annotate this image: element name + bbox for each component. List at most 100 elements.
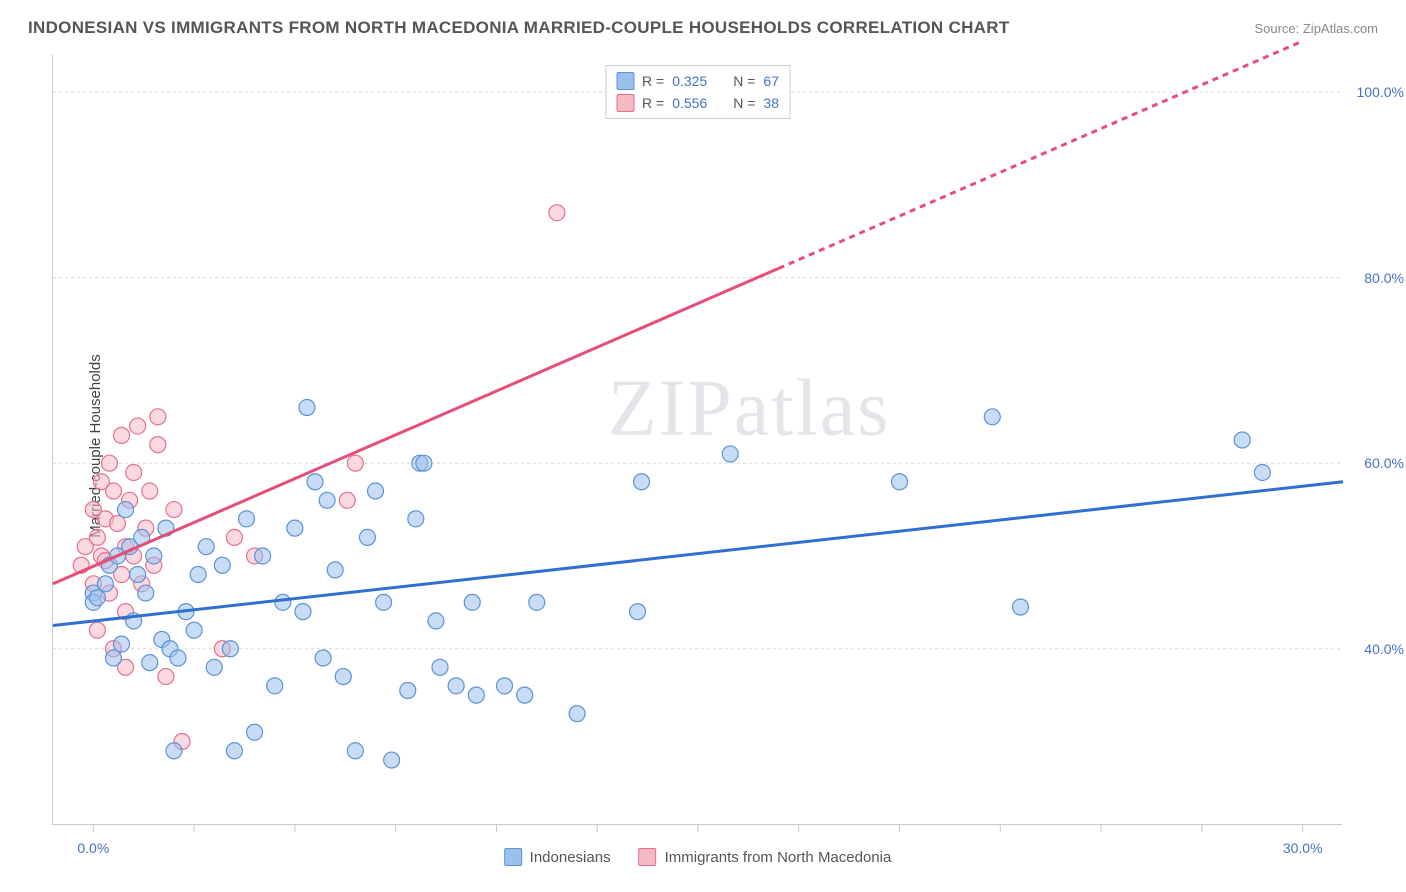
legend-n-label: N = bbox=[733, 95, 755, 111]
scatter-point-a bbox=[142, 655, 158, 671]
scatter-point-a bbox=[299, 400, 315, 416]
scatter-point-a bbox=[247, 724, 263, 740]
scatter-point-a bbox=[327, 562, 343, 578]
scatter-point-a bbox=[239, 511, 255, 527]
scatter-point-a bbox=[335, 669, 351, 685]
scatter-point-a bbox=[359, 529, 375, 545]
scatter-point-b bbox=[150, 437, 166, 453]
trendline-b-dash bbox=[779, 41, 1303, 268]
scatter-point-b bbox=[89, 529, 105, 545]
scatter-point-b bbox=[150, 409, 166, 425]
scatter-point-a bbox=[634, 474, 650, 490]
scatter-point-a bbox=[368, 483, 384, 499]
scatter-point-a bbox=[186, 622, 202, 638]
scatter-point-a bbox=[222, 641, 238, 657]
trendline-b-solid bbox=[53, 268, 779, 583]
scatter-point-a bbox=[517, 687, 533, 703]
legend-correlation: R = 0.325 N = 67 R = 0.556 N = 38 bbox=[605, 65, 790, 119]
y-tick-label: 40.0% bbox=[1364, 641, 1404, 657]
scatter-point-a bbox=[130, 567, 146, 583]
y-tick-label: 100.0% bbox=[1357, 84, 1404, 100]
legend-r-a: 0.325 bbox=[672, 73, 707, 89]
scatter-point-b bbox=[226, 529, 242, 545]
legend-swatch-a bbox=[616, 72, 634, 90]
scatter-point-a bbox=[190, 567, 206, 583]
scatter-point-a bbox=[105, 650, 121, 666]
scatter-point-a bbox=[287, 520, 303, 536]
scatter-point-a bbox=[275, 594, 291, 610]
scatter-point-a bbox=[198, 539, 214, 555]
legend-swatch-b bbox=[616, 94, 634, 112]
scatter-point-a bbox=[307, 474, 323, 490]
scatter-point-a bbox=[214, 557, 230, 573]
scatter-point-a bbox=[166, 743, 182, 759]
scatter-point-a bbox=[114, 636, 130, 652]
x-tick-label: 30.0% bbox=[1283, 840, 1323, 856]
scatter-point-a bbox=[529, 594, 545, 610]
legend-n-a: 67 bbox=[763, 73, 779, 89]
legend-n-b: 38 bbox=[763, 95, 779, 111]
chart-area: ZIPatlas R = 0.325 N = 67 R = 0.556 N = … bbox=[52, 55, 1382, 825]
legend-item-b: Immigrants from North Macedonia bbox=[639, 848, 892, 866]
legend-swatch-b2 bbox=[639, 848, 657, 866]
scatter-point-a bbox=[206, 659, 222, 675]
scatter-point-b bbox=[126, 464, 142, 480]
scatter-point-a bbox=[146, 548, 162, 564]
plot-region: ZIPatlas R = 0.325 N = 67 R = 0.556 N = … bbox=[52, 55, 1342, 825]
scatter-point-a bbox=[448, 678, 464, 694]
scatter-point-a bbox=[267, 678, 283, 694]
scatter-point-a bbox=[892, 474, 908, 490]
scatter-point-a bbox=[569, 706, 585, 722]
scatter-point-b bbox=[166, 502, 182, 518]
scatter-point-a bbox=[138, 585, 154, 601]
legend-row-a: R = 0.325 N = 67 bbox=[616, 70, 779, 92]
scatter-point-a bbox=[1013, 599, 1029, 615]
scatter-point-a bbox=[118, 502, 134, 518]
legend-item-a: Indonesians bbox=[504, 848, 611, 866]
legend-row-b: R = 0.556 N = 38 bbox=[616, 92, 779, 114]
scatter-point-a bbox=[468, 687, 484, 703]
scatter-point-b bbox=[110, 515, 126, 531]
scatter-point-a bbox=[497, 678, 513, 694]
scatter-point-a bbox=[432, 659, 448, 675]
scatter-point-a bbox=[295, 604, 311, 620]
scatter-point-a bbox=[384, 752, 400, 768]
scatter-point-a bbox=[722, 446, 738, 462]
scatter-point-a bbox=[315, 650, 331, 666]
legend-series: Indonesians Immigrants from North Macedo… bbox=[504, 848, 892, 866]
scatter-point-a bbox=[170, 650, 186, 666]
legend-n-label: N = bbox=[733, 73, 755, 89]
scatter-point-a bbox=[226, 743, 242, 759]
legend-r-label: R = bbox=[642, 95, 664, 111]
scatter-point-a bbox=[428, 613, 444, 629]
scatter-point-a bbox=[97, 576, 113, 592]
scatter-point-a bbox=[319, 492, 335, 508]
scatter-point-b bbox=[339, 492, 355, 508]
scatter-point-a bbox=[376, 594, 392, 610]
scatter-point-a bbox=[416, 455, 432, 471]
source-label: Source: ZipAtlas.com bbox=[1254, 21, 1378, 36]
scatter-point-b bbox=[347, 455, 363, 471]
legend-swatch-a2 bbox=[504, 848, 522, 866]
scatter-point-b bbox=[101, 455, 117, 471]
scatter-point-a bbox=[630, 604, 646, 620]
scatter-point-a bbox=[347, 743, 363, 759]
legend-label-b: Immigrants from North Macedonia bbox=[665, 849, 892, 866]
scatter-point-b bbox=[105, 483, 121, 499]
scatter-point-a bbox=[89, 590, 105, 606]
scatter-point-a bbox=[1234, 432, 1250, 448]
scatter-point-b bbox=[89, 622, 105, 638]
scatter-point-b bbox=[158, 669, 174, 685]
chart-title: INDONESIAN VS IMMIGRANTS FROM NORTH MACE… bbox=[28, 18, 1010, 38]
scatter-point-b bbox=[549, 205, 565, 221]
scatter-point-a bbox=[400, 682, 416, 698]
scatter-point-a bbox=[408, 511, 424, 527]
x-tick-label: 0.0% bbox=[77, 840, 109, 856]
legend-r-b: 0.556 bbox=[672, 95, 707, 111]
scatter-point-a bbox=[984, 409, 1000, 425]
y-tick-label: 80.0% bbox=[1364, 270, 1404, 286]
y-tick-label: 60.0% bbox=[1364, 455, 1404, 471]
legend-r-label: R = bbox=[642, 73, 664, 89]
scatter-point-b bbox=[114, 427, 130, 443]
scatter-point-b bbox=[130, 418, 146, 434]
